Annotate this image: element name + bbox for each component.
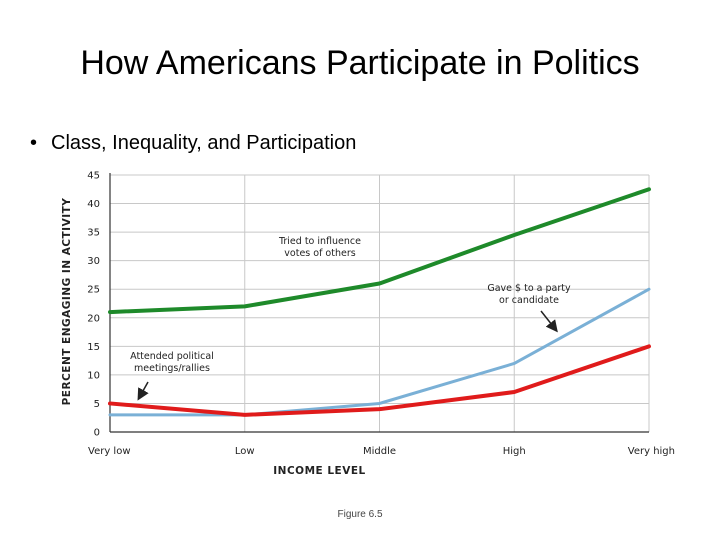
y-tick-label: 30 — [87, 256, 100, 267]
y-axis-title: PERCENT ENGAGING IN ACTIVITY — [61, 198, 73, 406]
annotation-label-2: or candidate — [499, 295, 559, 306]
y-tick-label: 10 — [87, 370, 100, 381]
chart-series — [108, 187, 651, 417]
annotation-arrow — [137, 381, 149, 401]
y-tick-label: 45 — [87, 171, 100, 182]
annotation-label-3: meetings/rallies — [134, 363, 210, 374]
figure-caption: Figure 6.5 — [337, 509, 383, 520]
y-tick-label: 15 — [87, 342, 100, 353]
annotation-label-1: Tried to influence — [278, 236, 361, 247]
x-axis-title: INCOME LEVEL — [273, 465, 365, 477]
x-tick-label: Very high — [628, 446, 675, 457]
annotation-label-1: votes of others — [284, 248, 355, 259]
slide-title: How Americans Participate in Politics — [80, 44, 640, 82]
y-tick-label: 25 — [87, 285, 100, 296]
y-tick-label: 0 — [94, 428, 100, 439]
x-tick-label: Low — [235, 446, 255, 457]
series-line-1 — [108, 187, 651, 315]
annotation-label-3: Attended political — [130, 351, 214, 362]
y-tick-label: 35 — [87, 228, 100, 239]
series-line-2 — [108, 287, 651, 417]
chart-axes: 0 5 10 15 20 25 30 35 40 45 Very low Low Middle High V… — [61, 171, 675, 478]
annotation-arrow — [540, 310, 558, 333]
series-line-3 — [108, 344, 651, 417]
bullet-text: Class, Inequality, and Participation — [51, 132, 357, 154]
bullet-dot-icon: • — [30, 132, 38, 154]
y-tick-label: 20 — [87, 313, 100, 324]
x-tick-label: High — [503, 446, 526, 457]
annotation-label-2: Gave $ to a party — [487, 283, 571, 294]
bullet-point: • Class, Inequality, and Participation — [30, 132, 356, 155]
y-tick-label: 40 — [87, 199, 100, 210]
y-tick-label: 5 — [94, 399, 100, 410]
x-tick-label: Very low — [88, 446, 131, 457]
chart-grid — [110, 174, 650, 432]
x-tick-label: Middle — [363, 446, 396, 457]
